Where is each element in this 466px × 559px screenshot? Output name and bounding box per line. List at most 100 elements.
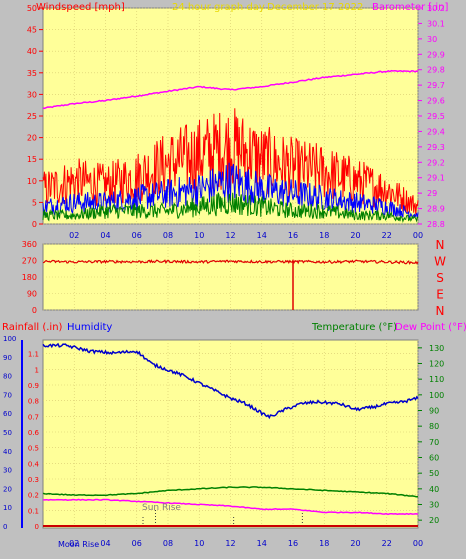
baro-tick-label: 29.6	[427, 97, 445, 106]
wind-tick-label: 40	[27, 47, 37, 56]
rain-tick-label: 0.5	[28, 445, 39, 453]
rain-axis-label: Rainfall (.in)	[2, 322, 63, 333]
wind-axis-label: Windspeed [mph]	[36, 2, 125, 13]
direction-tick-label: 360	[22, 240, 37, 249]
wind-tick-label: 50	[27, 4, 37, 13]
baro-tick-label: 29	[427, 189, 437, 198]
compass-label: N	[436, 238, 445, 252]
temp-tick-label: 20	[429, 516, 439, 525]
temp-tick-label: 110	[429, 375, 444, 384]
wind-tick-label: 0	[32, 220, 37, 229]
chart-marks	[42, 69, 419, 528]
rain-tick-label: 0.6	[28, 429, 40, 437]
humidity-tick-label: 30	[3, 467, 12, 475]
baro-tick-label: 29.2	[427, 158, 445, 167]
wind-tick-label: 25	[27, 112, 37, 121]
humidity-tick-label: 80	[3, 373, 12, 381]
time-tick-label-lower: 02	[69, 539, 79, 548]
baro-tick-label: 30.1	[427, 19, 445, 28]
rain-tick-label: 0.2	[28, 492, 39, 500]
temp-tick-label: 130	[429, 344, 444, 353]
tick-labels: 0510152025303540455028.828.92929.129.229…	[3, 4, 446, 548]
barometer-axis-label: Barometer [.in]	[372, 2, 448, 13]
baro-tick-label: 29.5	[427, 112, 445, 121]
time-tick-label: 00	[413, 231, 423, 240]
temp-tick-label: 60	[429, 454, 439, 463]
rain-tick-label: 0	[35, 523, 39, 531]
temp-tick-label: 50	[429, 469, 439, 478]
time-tick-label: 20	[350, 231, 360, 240]
time-tick-label: 16	[288, 231, 298, 240]
humidity-tick-label: 0	[3, 523, 7, 531]
temp-tick-label: 120	[429, 360, 444, 369]
wind-tick-label: 45	[27, 26, 37, 35]
time-tick-label-lower: 10	[194, 539, 204, 548]
humidity-tick-label: 90	[3, 354, 12, 362]
temperature-axis-label: Temperature (°F)	[311, 322, 397, 333]
time-tick-label-lower: 08	[163, 539, 173, 548]
humidity-tick-label: 50	[3, 429, 12, 437]
time-tick-label-lower: 06	[132, 539, 142, 548]
graph-date: December 17 2022	[267, 2, 363, 13]
wind-tick-label: 10	[27, 177, 37, 186]
temp-tick-label: 40	[429, 485, 439, 494]
rain-tick-label: 0.1	[28, 507, 39, 515]
direction-tick-label: 270	[22, 257, 37, 266]
baro-tick-label: 29.4	[427, 127, 445, 136]
rain-tick-label: 0.7	[28, 413, 39, 421]
time-tick-label: 04	[100, 231, 110, 240]
rain-tick-label: 0.4	[28, 460, 40, 468]
time-tick-label-lower: 18	[319, 539, 329, 548]
compass-label: E	[436, 288, 444, 302]
baro-tick-label: 28.8	[427, 220, 445, 229]
humidity-line	[42, 342, 419, 420]
rain-tick-label: 0.3	[28, 476, 39, 484]
time-tick-label-lower: 04	[100, 539, 110, 548]
time-tick-label-lower: 22	[382, 539, 392, 548]
compass-label: N	[436, 304, 445, 318]
rain-tick-label: 0.8	[28, 398, 39, 406]
humidity-tick-label: 10	[3, 504, 12, 512]
wind-low-line	[42, 192, 419, 224]
time-tick-label-lower: 14	[257, 539, 267, 548]
temp-tick-label: 100	[429, 391, 444, 400]
time-tick-label: 22	[382, 231, 392, 240]
time-tick-label-lower: 16	[288, 539, 298, 548]
moonrise-label: Moon Rise	[58, 540, 99, 549]
humidity-tick-label: 60	[3, 410, 12, 418]
temp-tick-label: 90	[429, 407, 439, 416]
time-tick-label: 02	[69, 231, 79, 240]
temperature-line	[42, 486, 419, 498]
temp-tick-label: 30	[429, 501, 439, 510]
baro-tick-label: 29.1	[427, 174, 445, 183]
graph-title: 24 hour graph day	[172, 2, 265, 13]
humidity-axis-label: Humidity	[67, 322, 112, 333]
time-tick-label-lower: 12	[225, 539, 235, 548]
rain-tick-label: 1.1	[28, 351, 39, 359]
baro-tick-label: 29.9	[427, 50, 445, 59]
baro-tick-label: 30	[427, 35, 437, 44]
time-tick-label: 14	[257, 231, 267, 240]
direction-line	[42, 259, 419, 265]
humidity-tick-label: 20	[3, 485, 12, 493]
baro-tick-label: 29.7	[427, 81, 445, 90]
rain-tick-label: 1	[35, 366, 39, 374]
humidity-tick-label: 70	[3, 391, 12, 399]
time-tick-label-lower: 00	[413, 539, 423, 548]
direction-tick-label: 0	[32, 306, 37, 315]
humidity-tick-label: 100	[3, 335, 16, 343]
wind-tick-label: 30	[27, 90, 37, 99]
direction-tick-label: 90	[27, 290, 37, 299]
baro-tick-label: 30.2	[427, 4, 445, 13]
baro-tick-label: 28.9	[427, 205, 445, 214]
time-tick-label: 10	[194, 231, 204, 240]
dewpoint-line	[43, 498, 419, 516]
wind-tick-label: 20	[27, 134, 37, 143]
humidity-tick-label: 40	[3, 448, 12, 456]
time-tick-label-lower: 20	[350, 539, 360, 548]
time-tick-label: 08	[163, 231, 173, 240]
wind-tick-label: 5	[32, 198, 37, 207]
time-tick-label: 18	[319, 231, 329, 240]
